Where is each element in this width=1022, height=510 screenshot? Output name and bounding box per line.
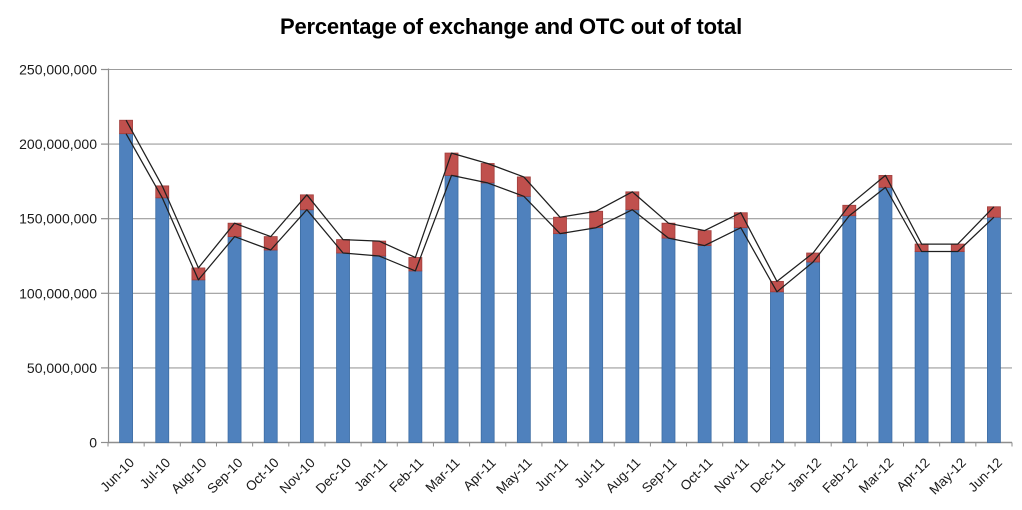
- x-tick-label: Jun-11: [532, 455, 571, 494]
- bar-exchange-apr-12: [914, 251, 929, 443]
- x-tick-label: Mar-12: [856, 455, 897, 496]
- bar-exchange-sep-10: [227, 236, 242, 443]
- x-tick-label: Dec-11: [747, 455, 788, 496]
- x-tick-label: May-12: [926, 455, 968, 497]
- bar-exchange-may-11: [516, 195, 531, 443]
- bar-otc-jun-10: [119, 119, 133, 135]
- bar-otc-mar-11: [444, 152, 459, 176]
- bar-exchange-jan-12: [806, 261, 821, 443]
- bar-exchange-nov-10: [299, 209, 314, 443]
- x-tick-label: Jun-12: [965, 455, 1005, 495]
- x-tick-label: Dec-10: [313, 455, 354, 496]
- bar-otc-nov-10: [299, 194, 314, 211]
- chart-title: Percentage of exchange and OTC out of to…: [279, 14, 742, 39]
- y-tick-label: 200,000,000: [19, 136, 97, 152]
- bar-exchange-oct-10: [263, 249, 278, 443]
- bar-otc-may-11: [516, 176, 531, 197]
- x-tick-label: Apr-11: [460, 455, 499, 494]
- y-tick-label: 150,000,000: [19, 211, 97, 227]
- bar-exchange-jul-10: [155, 197, 170, 443]
- x-tick-label: Nov-10: [277, 455, 318, 496]
- y-tick-label: 0: [89, 435, 97, 451]
- y-tick-label: 50,000,000: [27, 360, 97, 376]
- bar-exchange-jun-11: [553, 233, 567, 443]
- x-tick-label: Feb-12: [820, 455, 861, 496]
- x-tick-label: Oct-11: [677, 455, 716, 494]
- x-tick-label: Jan-11: [351, 455, 390, 494]
- bar-exchange-mar-12: [878, 186, 893, 443]
- bar-otc-mar-12: [878, 175, 893, 188]
- x-tick-label: Feb-11: [386, 455, 426, 495]
- bar-exchange-aug-10: [191, 279, 206, 443]
- x-tick-label: Jun-10: [97, 455, 137, 495]
- bar-otc-jun-11: [553, 216, 567, 235]
- bar-exchange-feb-12: [842, 215, 857, 443]
- total-line: [125, 119, 995, 283]
- bar-exchange-apr-11: [480, 182, 495, 443]
- bar-exchange-jun-12: [987, 216, 1001, 443]
- bar-exchange-feb-11: [408, 270, 423, 443]
- x-tick-label: Oct-10: [243, 455, 282, 494]
- x-tick-label: Sep-10: [204, 455, 245, 496]
- exchange-line: [125, 133, 995, 293]
- x-tick-label: Aug-11: [603, 455, 644, 496]
- bar-exchange-nov-11: [733, 227, 748, 443]
- bar-otc-dec-10: [336, 239, 350, 254]
- bar-otc-sep-11: [661, 222, 676, 239]
- bar-exchange-jul-11: [589, 227, 604, 443]
- y-tick-label: 100,000,000: [19, 285, 97, 301]
- bar-exchange-dec-10: [336, 252, 350, 443]
- bar-exchange-jun-10: [119, 133, 133, 443]
- bar-exchange-jan-11: [372, 255, 387, 443]
- x-tick-label: Nov-11: [711, 455, 752, 496]
- x-tick-label: Jan-12: [784, 455, 824, 495]
- bar-otc-jan-12: [806, 252, 821, 263]
- x-tick-label: Mar-11: [423, 455, 463, 495]
- bar-otc-apr-11: [480, 163, 495, 184]
- bar-exchange-oct-11: [697, 245, 712, 443]
- y-tick-label: 250,000,000: [19, 62, 97, 78]
- bar-exchange-aug-11: [625, 209, 640, 443]
- x-tick-label: May-11: [493, 455, 535, 497]
- bar-exchange-sep-11: [661, 237, 676, 443]
- bar-exchange-dec-11: [770, 291, 784, 443]
- x-tick-label: Aug-10: [168, 455, 209, 496]
- x-tick-label: Sep-11: [639, 455, 680, 496]
- bar-exchange-mar-11: [444, 175, 459, 443]
- bar-exchange-may-12: [950, 251, 965, 443]
